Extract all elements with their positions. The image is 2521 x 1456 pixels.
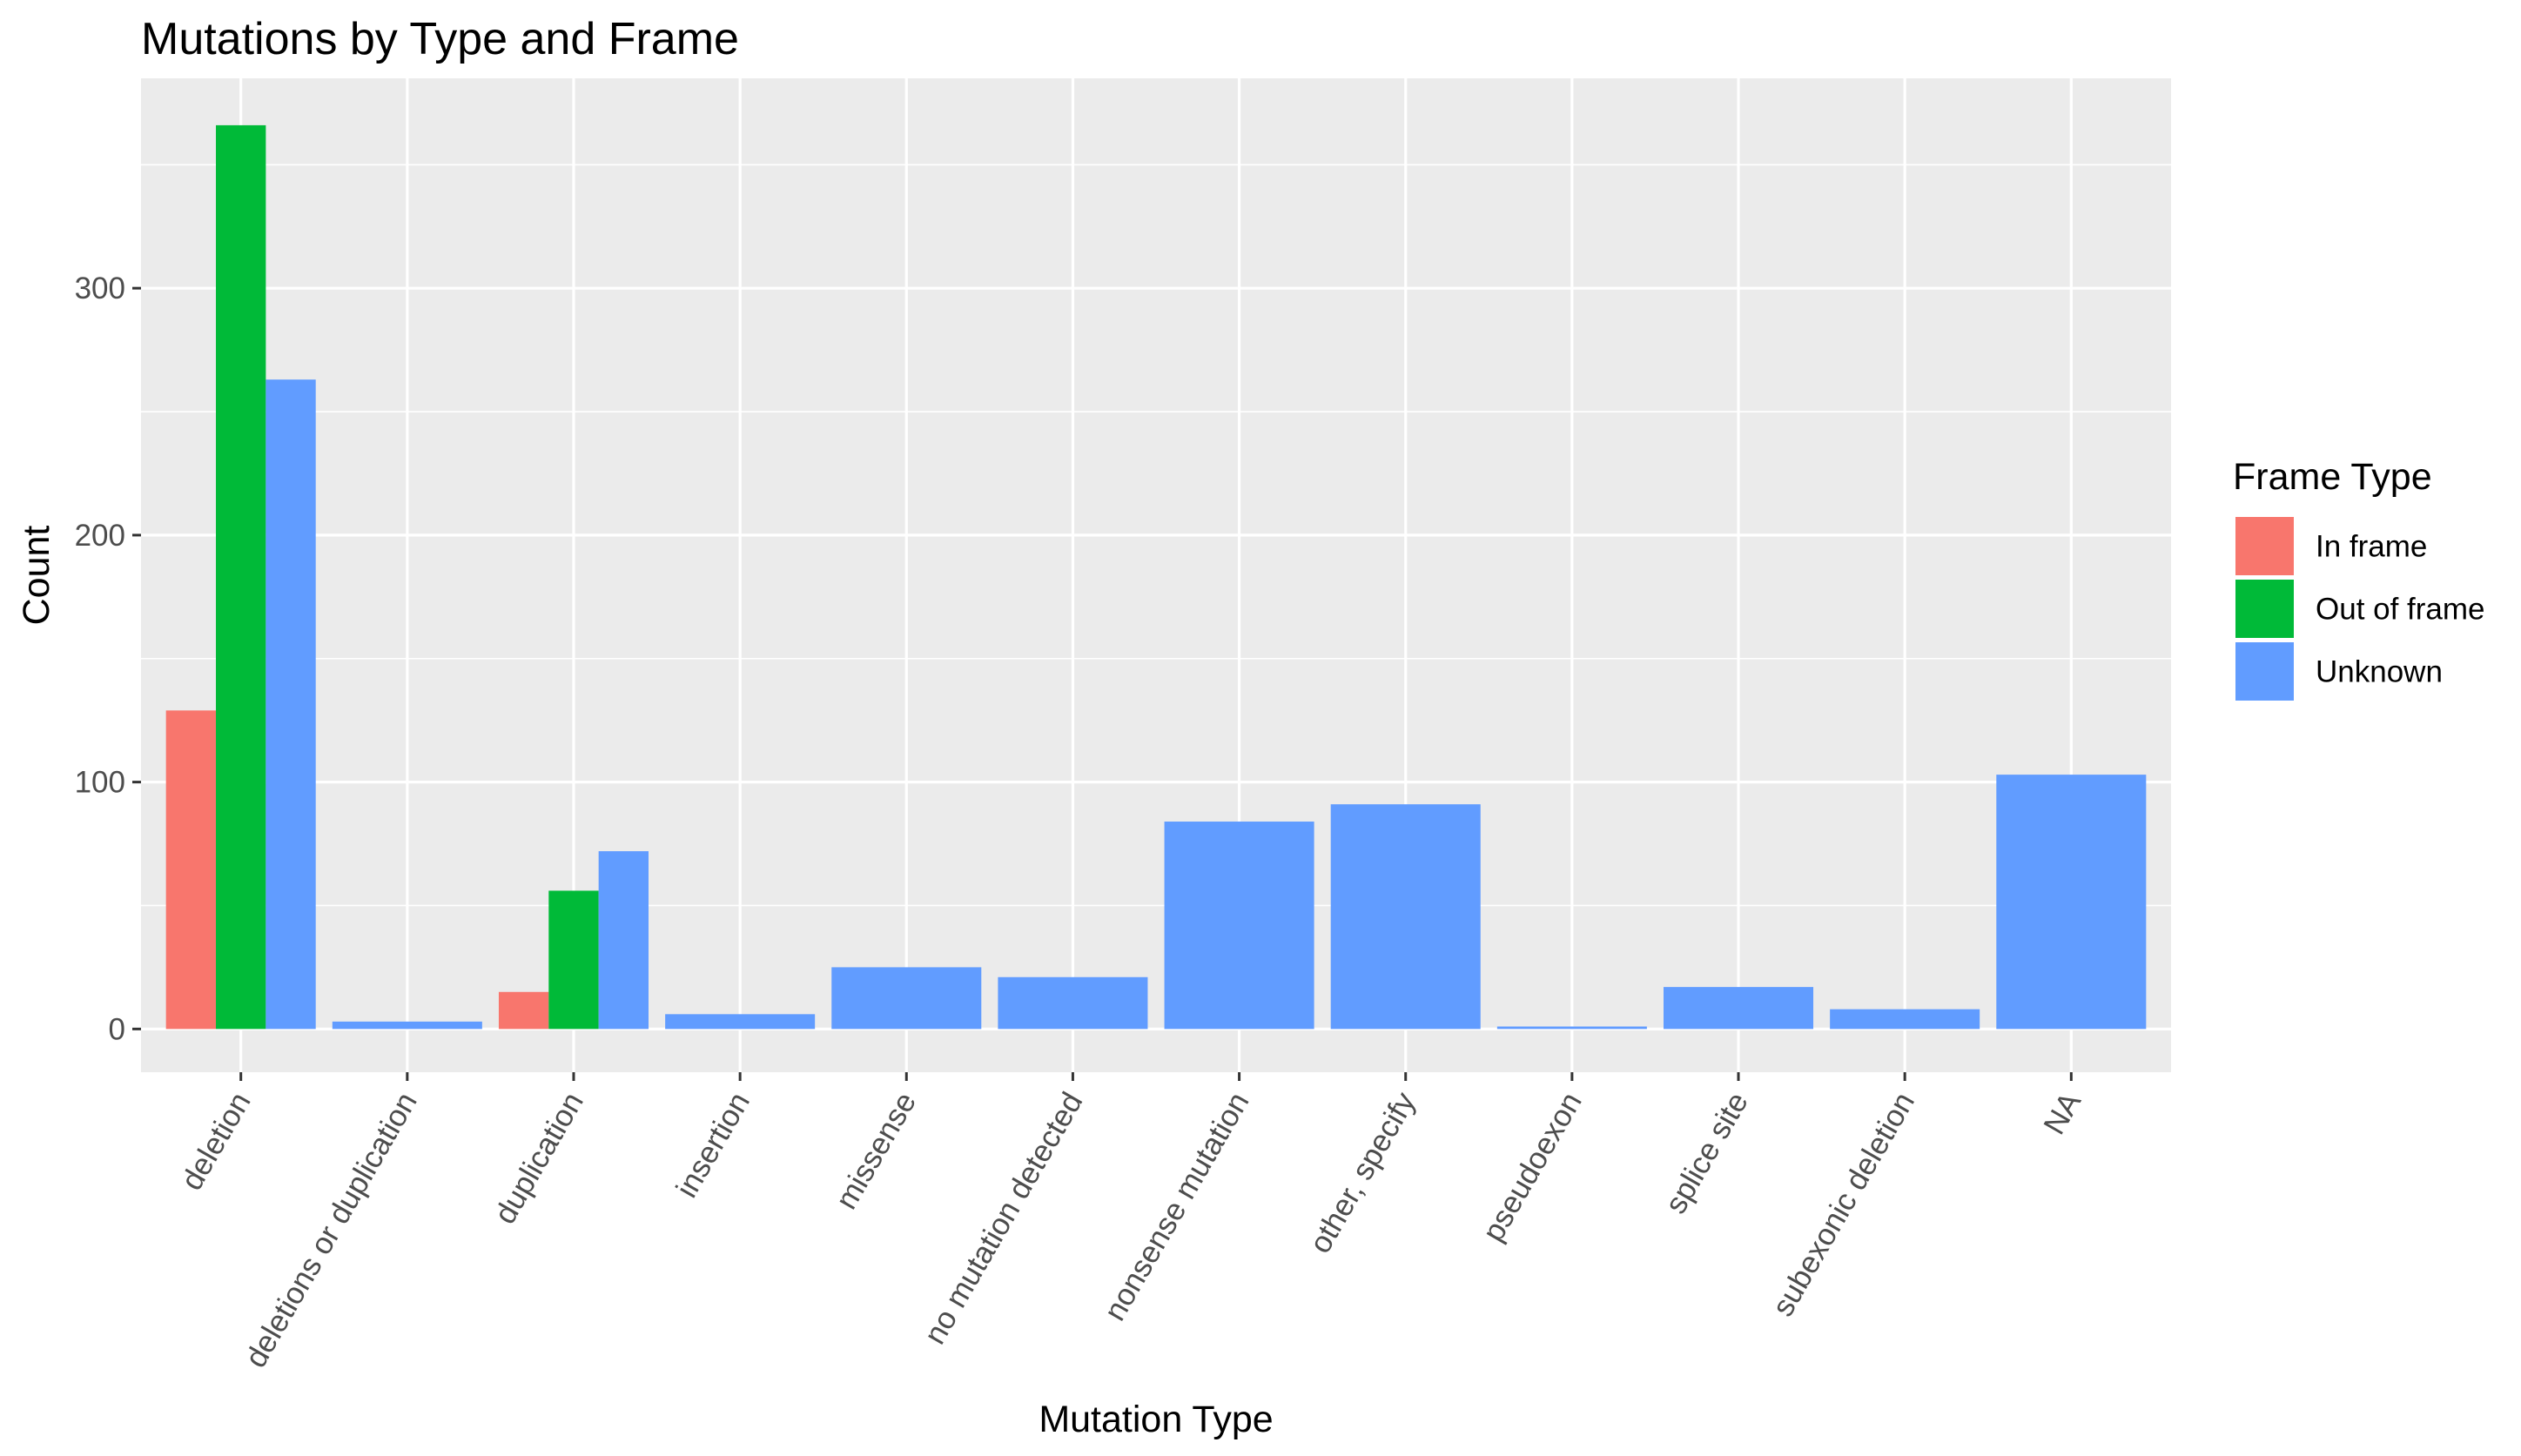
x-tick-label: deletions or duplication [239, 1087, 424, 1374]
x-tick-label: pseudoexon [1476, 1087, 1589, 1248]
legend-label: Out of frame [2316, 593, 2485, 627]
bar [1496, 1026, 1647, 1030]
x-tick-label: deletion [175, 1087, 258, 1197]
plot-panel [141, 78, 2171, 1072]
bar [998, 976, 1148, 1030]
x-tick-label: subexonic deletion [1765, 1087, 1921, 1323]
bar [831, 967, 982, 1030]
grid-lines [141, 78, 2171, 1072]
x-axis-title: Mutation Type [1039, 1399, 1273, 1440]
x-tick-label: duplication [487, 1087, 589, 1230]
legend-key [2235, 517, 2294, 575]
bar [1164, 822, 1314, 1030]
bar [216, 124, 266, 1030]
y-tick-label: 0 [109, 1012, 125, 1046]
legend-key [2235, 642, 2294, 701]
bar [548, 890, 599, 1030]
bar [332, 1021, 482, 1030]
bar [498, 991, 549, 1030]
bar [598, 851, 649, 1030]
bar [1664, 987, 1814, 1030]
bars [165, 124, 2147, 1030]
legend-key [2235, 580, 2294, 638]
legend-label: Unknown [2316, 655, 2443, 689]
x-tick-label: no mutation detected [918, 1087, 1089, 1351]
legend-title: Frame Type [2233, 456, 2432, 498]
legend: Frame Type In frame Out of frame Unknown [2233, 456, 2485, 701]
legend-items: In frame Out of frame Unknown [2235, 517, 2485, 701]
bar [165, 710, 217, 1030]
y-tick-label: 200 [75, 519, 125, 553]
x-tick-label: splice site [1658, 1087, 1755, 1220]
x-tick-label: missense [830, 1087, 924, 1216]
x-tick-label: insertion [669, 1087, 756, 1204]
x-tick-label: other, specify [1303, 1086, 1422, 1259]
bar [665, 1014, 816, 1030]
bar [266, 379, 316, 1030]
x-tick-label: NA [2037, 1086, 2087, 1140]
bar [1830, 1009, 1980, 1030]
y-tick-label: 100 [75, 766, 125, 800]
y-axis-title: Count [16, 526, 57, 626]
x-tick-label: nonsense mutation [1098, 1087, 1256, 1327]
bar [1330, 804, 1481, 1030]
legend-label: In frame [2316, 530, 2427, 564]
y-axis: 0 100 200 300 [75, 272, 141, 1046]
y-tick-label: 300 [75, 272, 125, 305]
bar [1996, 775, 2147, 1030]
chart-title: Mutations by Type and Frame [141, 14, 739, 64]
